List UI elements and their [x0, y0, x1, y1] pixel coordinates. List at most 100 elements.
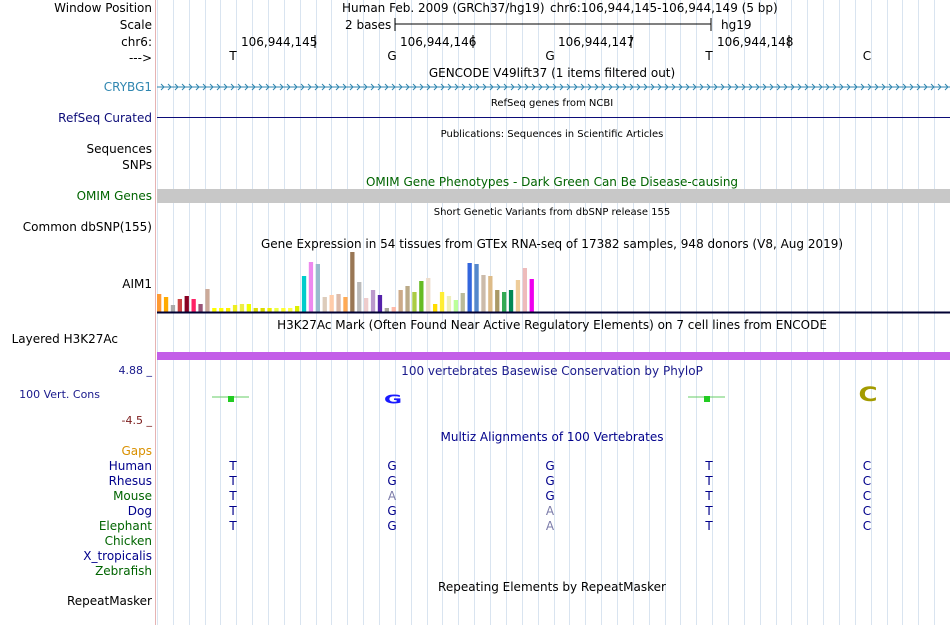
species-elephant[interactable]: Elephant	[98, 519, 152, 533]
gtex-bar[interactable]	[488, 276, 493, 312]
gtex-bar[interactable]	[198, 304, 203, 312]
common-dbsnp-label[interactable]: Common dbSNP(155)	[22, 220, 152, 234]
refseq-label[interactable]: RefSeq Curated	[58, 111, 152, 125]
gtex-bar[interactable]	[184, 296, 189, 312]
snps-label[interactable]: SNPs	[122, 158, 152, 172]
gtex-bar[interactable]	[239, 304, 245, 312]
gtex-bar[interactable]	[446, 296, 452, 312]
gtex-bar[interactable]	[260, 308, 265, 312]
gtex-bar[interactable]	[481, 275, 486, 312]
h3k27-signal[interactable]	[157, 352, 950, 360]
alignment-base: T	[229, 504, 237, 518]
gtex-bar[interactable]	[412, 292, 417, 312]
gtex-bar[interactable]	[377, 295, 383, 312]
gencode-title[interactable]: GENCODE V49lift37 (1 items filtered out)	[428, 66, 676, 80]
gtex-bar[interactable]	[370, 290, 376, 312]
gtex-bar[interactable]	[495, 290, 500, 312]
gtex-bar[interactable]	[219, 308, 224, 312]
gtex-bar[interactable]	[163, 297, 169, 312]
gtex-bar[interactable]	[288, 308, 293, 312]
species-rhesus[interactable]: Rhesus	[108, 474, 152, 488]
gtex-bar[interactable]	[212, 308, 217, 312]
gtex-bar[interactable]	[157, 294, 162, 312]
species-human[interactable]: Human	[108, 459, 152, 473]
gtex-bar[interactable]	[253, 308, 258, 312]
gtex-bar[interactable]	[474, 264, 479, 312]
strand-chevron	[482, 83, 487, 91]
phylop-plot[interactable]: G C	[157, 375, 950, 425]
species-x-tropicalis[interactable]: X_tropicalis	[83, 549, 152, 563]
repeatmasker-title[interactable]: Repeating Elements by RepeatMasker	[438, 580, 666, 594]
gtex-bar[interactable]	[398, 290, 403, 312]
cons-label[interactable]: 100 Vert. Cons	[19, 388, 100, 401]
gtex-bar[interactable]	[246, 304, 251, 312]
gtex-bar[interactable]	[515, 280, 521, 312]
strand-chevron	[671, 83, 676, 91]
gtex-bar[interactable]	[357, 282, 362, 312]
multiz-title[interactable]: Multiz Alignments of 100 Vertebrates	[440, 430, 664, 444]
omim-label[interactable]: OMIM Genes	[76, 189, 152, 203]
sequences-label[interactable]: Sequences	[86, 142, 152, 156]
gtex-bar[interactable]	[177, 299, 182, 312]
gtex-bar[interactable]	[301, 276, 307, 312]
dbsnp-title[interactable]: Short Genetic Variants from dbSNP releas…	[433, 207, 671, 218]
gtex-bar[interactable]	[529, 279, 534, 312]
gtex-bar[interactable]	[170, 305, 176, 312]
crybg1-label[interactable]: CRYBG1	[103, 80, 152, 94]
gtex-bar[interactable]	[226, 308, 231, 312]
gaps-label[interactable]: Gaps	[121, 444, 152, 458]
gtex-bar[interactable]	[460, 293, 465, 312]
gtex-bar-chart[interactable]	[157, 250, 950, 315]
gtex-bar[interactable]	[522, 268, 527, 312]
gtex-bar[interactable]	[191, 299, 196, 312]
strand-chevron	[447, 83, 452, 91]
gtex-bar[interactable]	[433, 304, 438, 312]
gtex-bar[interactable]	[502, 292, 507, 312]
gtex-title[interactable]: Gene Expression in 54 tissues from GTEx …	[260, 237, 844, 251]
strand-chevron	[475, 83, 480, 91]
omim-title[interactable]: OMIM Gene Phenotypes - Dark Green Can Be…	[365, 175, 739, 189]
layered-label[interactable]: Layered H3K27Ac	[11, 332, 118, 346]
gtex-bar[interactable]	[336, 294, 341, 312]
gtex-bar[interactable]	[205, 289, 210, 312]
gtex-bar[interactable]	[274, 308, 279, 312]
aim1-label[interactable]: AIM1	[122, 277, 152, 291]
refseq-gene-feature[interactable]	[157, 117, 950, 118]
phylop-title[interactable]: 100 vertebrates Basewise Conservation by…	[401, 364, 703, 378]
species-mouse[interactable]: Mouse	[113, 489, 152, 503]
species-chicken[interactable]: Chicken	[104, 534, 152, 548]
gtex-bar[interactable]	[322, 297, 327, 312]
gtex-bar[interactable]	[384, 308, 389, 312]
refseq-title[interactable]: RefSeq genes from NCBI	[490, 98, 614, 109]
gtex-bar[interactable]	[405, 286, 410, 312]
gtex-bar[interactable]	[350, 252, 355, 312]
gtex-bar[interactable]	[267, 308, 272, 312]
gtex-bar[interactable]	[453, 300, 458, 312]
omim-feature[interactable]	[157, 189, 950, 203]
gtex-bar[interactable]	[419, 281, 424, 312]
gtex-bar[interactable]	[295, 306, 300, 312]
species-dog[interactable]: Dog	[127, 504, 152, 518]
gtex-bar[interactable]	[329, 295, 334, 312]
species-zebrafish[interactable]: Zebrafish	[95, 564, 152, 578]
gtex-bar[interactable]	[364, 298, 369, 312]
gtex-bar[interactable]	[308, 262, 314, 312]
gtex-bar[interactable]	[426, 278, 431, 312]
alignment-base: T	[705, 474, 713, 488]
label-divider[interactable]	[155, 0, 156, 625]
gtex-bar[interactable]	[281, 308, 286, 312]
gtex-bar[interactable]	[439, 292, 445, 312]
crybg1-gene-feature[interactable]	[157, 80, 950, 94]
gtex-bar[interactable]	[232, 305, 238, 312]
gtex-bar[interactable]	[467, 263, 472, 312]
strand-chevron	[888, 83, 893, 91]
repeatmasker-label[interactable]: RepeatMasker	[66, 594, 152, 608]
gtex-bar[interactable]	[343, 297, 348, 312]
gtex-bar[interactable]	[391, 307, 396, 312]
strand-chevron	[545, 83, 550, 91]
track-image[interactable]: Human Feb. 2009 (GRCh37/hg19) chr6:106,9…	[157, 0, 950, 625]
gtex-bar[interactable]	[508, 290, 514, 312]
publications-title[interactable]: Publications: Sequences in Scientific Ar…	[440, 129, 664, 140]
h3k27-title[interactable]: H3K27Ac Mark (Often Found Near Active Re…	[277, 318, 827, 332]
gtex-bar[interactable]	[315, 264, 320, 312]
